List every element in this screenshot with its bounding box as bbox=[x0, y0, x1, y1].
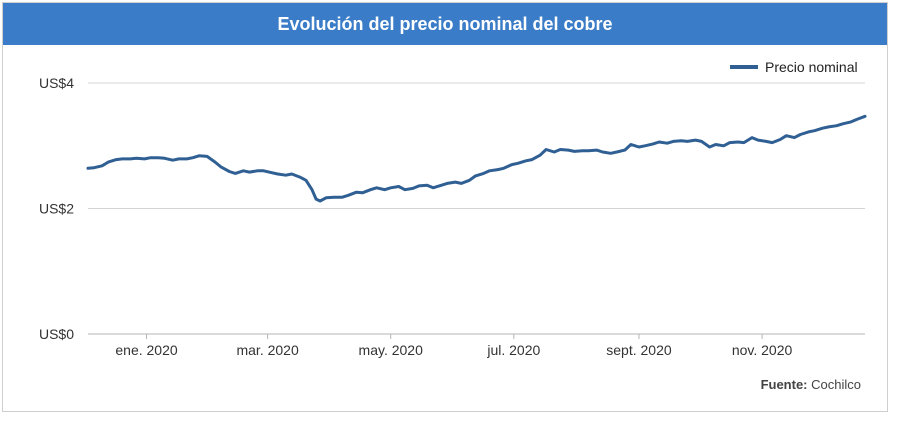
y-axis-ticks: US$0 US$2 US$4 bbox=[39, 75, 74, 342]
x-tick-label: sept. 2020 bbox=[606, 342, 672, 358]
y-tick-label: US$4 bbox=[39, 75, 74, 91]
source-value: Cochilco bbox=[811, 377, 861, 392]
source-note: Fuente: Cochilco bbox=[761, 377, 861, 392]
x-axis-ticks: ene. 2020 mar. 2020 may. 2020 jul. 2020 sept… bbox=[115, 334, 793, 358]
legend[interactable]: Precio nominal bbox=[730, 59, 858, 75]
x-tick-label: ene. 2020 bbox=[115, 342, 177, 358]
x-tick-label: mar. 2020 bbox=[236, 342, 298, 358]
copper-price-chart: US$0 US$2 US$4 ene. 2020 mar. 2020 may. 2020… bbox=[39, 59, 867, 358]
x-tick-label: jul. 2020 bbox=[486, 342, 540, 358]
series-line-precio-nominal[interactable] bbox=[86, 114, 867, 203]
source-label: Fuente: bbox=[760, 377, 808, 392]
chart-title: Evolución del precio nominal del cobre bbox=[3, 3, 887, 45]
chart-card: Evolución del precio nominal del cobre U… bbox=[2, 2, 888, 412]
legend-label-precio-nominal: Precio nominal bbox=[765, 59, 858, 75]
series-layer bbox=[86, 114, 867, 203]
x-tick-label: nov. 2020 bbox=[732, 342, 793, 358]
gridlines bbox=[88, 82, 865, 335]
y-tick-label: US$2 bbox=[39, 201, 74, 217]
y-tick-label: US$0 bbox=[39, 326, 74, 342]
x-tick-label: may. 2020 bbox=[359, 342, 424, 358]
